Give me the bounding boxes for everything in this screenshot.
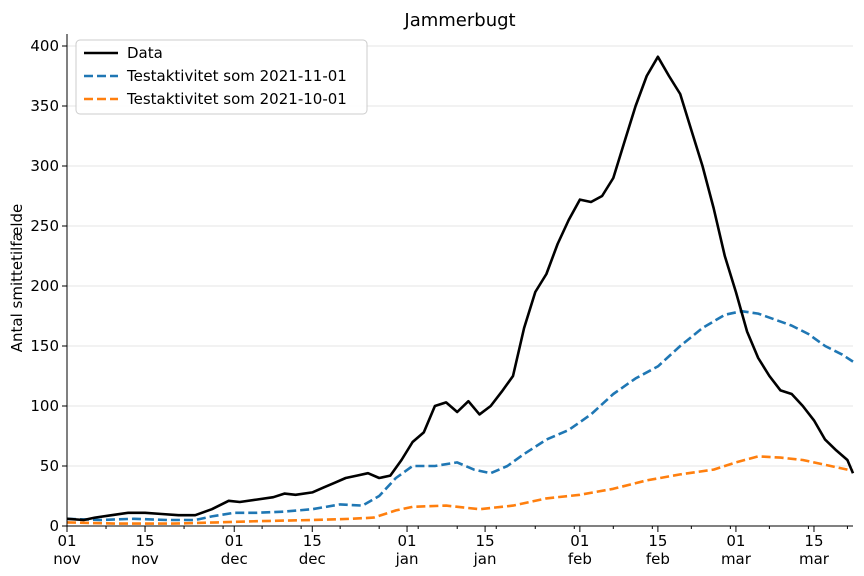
y-tick-label: 200: [30, 277, 59, 295]
x-tick-month-label: dec: [221, 550, 248, 568]
x-tick-label: 01: [225, 532, 244, 550]
series-group: [66, 55, 855, 525]
x-tick-label: 15: [303, 532, 322, 550]
x-tick-label: 15: [648, 532, 667, 550]
x-tick-month-label: feb: [568, 550, 592, 568]
legend-label: Testaktivitet som 2021-11-01: [126, 67, 347, 85]
x-tick-label: 01: [726, 532, 745, 550]
series-line-data: [66, 55, 855, 522]
x-tick-month-label: feb: [646, 550, 670, 568]
x-tick-label: 15: [135, 532, 154, 550]
x-tick-label: 15: [476, 532, 495, 550]
x-tick-month-label: dec: [299, 550, 326, 568]
legend-box: [75, 39, 368, 115]
x-tick-label: 01: [570, 532, 589, 550]
y-tick-label: 50: [40, 457, 59, 475]
legend: Data Testaktivitet som 2021-11-01 Testakti…: [75, 39, 368, 115]
x-tick-label: 01: [397, 532, 416, 550]
y-tick-label: 0: [49, 517, 59, 535]
y-tick-label: 300: [30, 157, 59, 175]
series-line-testaktivitet-2021-11-01: [66, 309, 854, 522]
series-line-testaktivitet-2021-10-01: [66, 455, 854, 525]
x-tick-month-label: nov: [131, 550, 159, 568]
x-tick-month-label: mar: [799, 550, 830, 568]
y-tick-label: 150: [30, 337, 59, 355]
legend-label: Testaktivitet som 2021-10-01: [126, 90, 347, 108]
y-tick-label: 100: [30, 397, 59, 415]
x-tick-month-label: mar: [721, 550, 752, 568]
x-tick-month-label: jan: [395, 550, 419, 568]
x-tick-month-label: jan: [473, 550, 497, 568]
y-tick-label: 250: [30, 217, 59, 235]
y-tick-label: 350: [30, 97, 59, 115]
axes: 05010015020025030035040001nov15nov01dec1…: [30, 34, 853, 568]
x-tick-label: 01: [57, 532, 76, 550]
legend-label: Data: [127, 44, 163, 62]
chart-title: Jammerbugt: [403, 10, 515, 31]
x-tick-month-label: nov: [53, 550, 81, 568]
y-axis-label: Antal smittetilfælde: [8, 204, 26, 353]
x-tick-label: 15: [804, 532, 823, 550]
y-tick-label: 400: [30, 37, 59, 55]
